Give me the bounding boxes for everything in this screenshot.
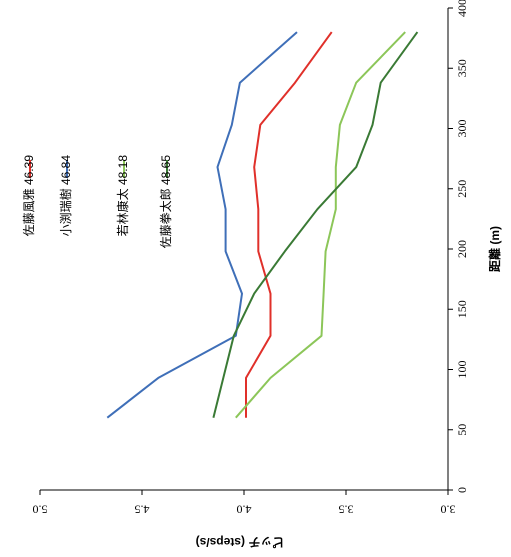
legend-label-3: 若林康太 48.18 <box>115 155 130 237</box>
y-tick-labels: 3.0 3.5 4.0 4.5 5.0 <box>33 490 456 516</box>
x-tick-label: 300 <box>455 120 469 138</box>
x-axis-label: 距離 (m) <box>487 226 502 272</box>
y-axis-label: ピッチ (steps/s) <box>196 535 285 549</box>
legend-label-1: 佐藤風雅 46.39 <box>21 155 36 237</box>
legend-label-2: 小渕瑞樹 46.84 <box>59 155 73 237</box>
plot-area <box>106 31 419 419</box>
x-tick-label: 0 <box>455 487 469 493</box>
x-tick-label: 200 <box>455 240 469 258</box>
x-tick-label: 100 <box>455 361 469 379</box>
series-line-1 <box>245 31 333 418</box>
x-tick-label: 400 <box>455 0 469 17</box>
x-tick-label: 150 <box>455 300 469 318</box>
x-tick-label: 50 <box>455 424 469 436</box>
x-tick-label: 350 <box>455 59 469 77</box>
series-line-2 <box>106 31 298 419</box>
y-tick-label: 3.0 <box>441 502 456 516</box>
y-tick-label: 3.5 <box>339 502 354 516</box>
series-line-3 <box>235 31 406 419</box>
y-tick-label: 5.0 <box>33 502 48 516</box>
y-tick-label: 4.0 <box>237 502 252 516</box>
legend: 佐藤風雅 46.39 小渕瑞樹 46.84 若林康太 48.18 佐藤拳太郎 48.6… <box>21 155 173 249</box>
y-tick-label: 4.5 <box>135 502 150 516</box>
x-tick-label: 250 <box>455 180 469 198</box>
x-tick-labels: 0 50 100 150 200 250 300 350 400 <box>448 0 469 493</box>
legend-label-4: 佐藤拳太郎 48.65 <box>158 155 173 249</box>
series-line-4 <box>212 31 419 418</box>
